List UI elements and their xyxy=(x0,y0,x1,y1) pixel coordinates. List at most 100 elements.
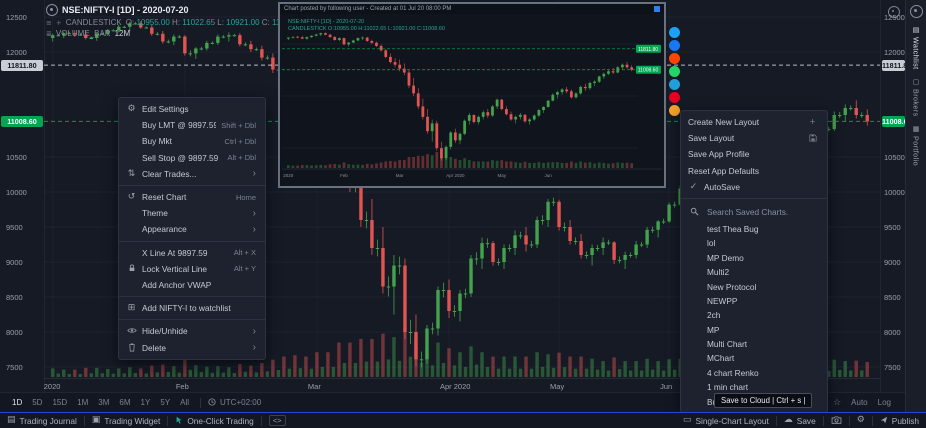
range-button-15d[interactable]: 15D xyxy=(52,398,68,407)
trading-journal-button[interactable]: ▤ Trading Journal xyxy=(0,413,84,428)
last-price-badge: 11008.60 xyxy=(1,115,43,127)
saved-chart-mchart[interactable]: MChart xyxy=(707,353,735,364)
bottom-toolbar: ▤ Trading Journal ▣ Trading Widget One-Click… xyxy=(0,412,926,428)
sidebar-search-icon[interactable] xyxy=(909,5,923,18)
menu-item-buy-lmt-9897-59[interactable]: Buy LMT @ 9897.59 Shift + Dbl xyxy=(119,117,265,133)
menu-item-edit-settings[interactable]: ⚙ Edit Settings xyxy=(119,101,265,117)
range-button-5y[interactable]: 5Y xyxy=(160,398,171,407)
svg-text:Jun: Jun xyxy=(545,173,553,178)
saved-chart-lol[interactable]: lol xyxy=(707,238,716,249)
volume-legend-row[interactable]: ≣ VOLUME_BAR 12M xyxy=(46,29,305,38)
share-reddit-icon[interactable] xyxy=(669,53,680,64)
share-facebook-icon[interactable] xyxy=(669,40,680,51)
menu-item-x-line-at-9897-59[interactable]: X Line At 9897.59 Alt + X xyxy=(119,245,265,261)
lock-icon xyxy=(126,264,137,274)
menu-item-add-nifty-i-to-watchlist[interactable]: ⊞ Add NIFTY-I to watchlist xyxy=(119,300,265,316)
share-telegram-icon[interactable] xyxy=(669,79,680,90)
saved-charts-search-row[interactable] xyxy=(681,202,827,222)
menu-item-appearance[interactable]: Appearance › xyxy=(119,221,265,237)
price-label: 8500 xyxy=(6,292,23,302)
share-twitter-icon[interactable] xyxy=(669,27,680,38)
saved-chart-mp-demo[interactable]: MP Demo xyxy=(707,252,744,263)
divider xyxy=(167,415,169,426)
price-label: 10500 xyxy=(6,152,27,162)
menu-item-label: Appearance xyxy=(142,224,187,235)
menu-item-delete[interactable]: Delete › xyxy=(119,339,265,355)
saved-chart-newpp[interactable]: NEWPP xyxy=(707,295,738,306)
auto-scale-toggle[interactable]: Auto xyxy=(851,398,868,407)
camera-icon xyxy=(831,416,842,426)
check-icon: ✓ xyxy=(689,181,698,192)
alert-icon[interactable] xyxy=(888,6,900,18)
range-button-1y[interactable]: 1Y xyxy=(140,398,151,407)
side-tab-watchlist[interactable]: ▤ Watchlist xyxy=(912,26,921,70)
saved-chart-test-thea-bug[interactable]: test Thea Bug xyxy=(707,223,759,234)
range-button-5d[interactable]: 5D xyxy=(32,398,43,407)
saved-chart-new-protocol[interactable]: New Protocol xyxy=(707,281,757,292)
symbol-legend-row[interactable]: NSE:NIFTY-I [1D] - 2020-07-20 xyxy=(46,4,305,16)
side-tab-brokers[interactable]: ▢ Brokers xyxy=(912,78,921,117)
share-pinterest-icon[interactable] xyxy=(669,92,680,103)
range-button-1m[interactable]: 1M xyxy=(77,398,89,407)
price-scale-right[interactable]: 12500 12000 10500 10000 9500 9000 8500 8000 7500… xyxy=(880,0,912,392)
share-email-icon[interactable] xyxy=(669,105,680,116)
menu-item-reset-app-defaults[interactable]: Reset App Defaults xyxy=(681,163,827,179)
share-whatsapp-icon[interactable] xyxy=(669,66,680,77)
menu-item-add-anchor-vwap[interactable]: Add Anchor VWAP xyxy=(119,277,265,293)
timezone-control[interactable]: UTC+02:00 xyxy=(208,398,261,408)
saved-chart-1-min-chart[interactable]: 1 min chart xyxy=(707,382,749,393)
saved-chart-multi-chart[interactable]: Multi Chart xyxy=(707,339,748,350)
single-chart-layout-button[interactable]: ▭ Single-Chart Layout xyxy=(676,413,776,428)
favorite-star-icon[interactable]: ☆ xyxy=(833,397,842,408)
menu-item-buy-mkt[interactable]: Buy Mkt Ctrl + Dbl xyxy=(119,133,265,149)
range-button-1d[interactable]: 1D xyxy=(12,398,23,407)
side-tab-portfolio[interactable]: ▦ Portfolio xyxy=(912,125,921,166)
menu-item-sell-stop-9897-59[interactable]: Sell Stop @ 9897.59 Alt + Dbl xyxy=(119,150,265,166)
menu-item-theme[interactable]: Theme › xyxy=(119,205,265,221)
save-button[interactable]: ☁ Save xyxy=(777,413,823,428)
menu-item-autosave[interactable]: ✓ AutoSave xyxy=(681,179,827,195)
price-scale-left[interactable]: 12500 12000 10500 10000 9500 9000 8500 8000 7500… xyxy=(0,0,45,392)
price-label: 7500 xyxy=(6,362,23,372)
one-click-trading-button[interactable]: One-Click Trading xyxy=(168,413,260,428)
range-button-3m[interactable]: 3M xyxy=(98,398,110,407)
time-axis[interactable]: 2020 Feb Mar Apr 2020 May Jun xyxy=(44,378,880,393)
trading-widget-button[interactable]: ▣ Trading Widget xyxy=(85,413,167,428)
screenshot-button[interactable] xyxy=(824,413,849,428)
search-saved-charts-input[interactable] xyxy=(705,205,819,218)
menu-item-reset-chart[interactable]: ↺ Reset Chart Home xyxy=(119,189,265,205)
log-scale-toggle[interactable]: Log xyxy=(877,398,891,407)
series-name: CANDLESTICK xyxy=(65,18,122,27)
popup-control-icon[interactable] xyxy=(654,6,660,12)
saved-chart-2ch[interactable]: 2ch xyxy=(707,310,721,321)
ohlc-key: L: xyxy=(215,18,227,27)
saved-chart-multi2[interactable]: Multi2 xyxy=(707,267,730,278)
box-icon: ▢ xyxy=(912,77,920,87)
chart-context-menu: ⚙ Edit Settings Buy LMT @ 9897.59 Shift + D… xyxy=(118,97,266,360)
price-label: 10500 xyxy=(884,152,905,162)
save-tooltip: Save to Cloud | Ctrl + s | xyxy=(714,393,813,408)
menu-item-create-new-layout[interactable]: Create New Layout + xyxy=(681,114,827,130)
level-price-badge: 11811.80 xyxy=(1,59,43,71)
menu-item-save-layout[interactable]: Save Layout xyxy=(681,130,827,146)
range-button-6m[interactable]: 6M xyxy=(119,398,131,407)
sliders-icon: ⇅ xyxy=(127,168,136,179)
cloud-icon: ☁ xyxy=(783,415,793,425)
publish-button[interactable]: Publish xyxy=(873,413,926,428)
saved-chart-mp[interactable]: MP xyxy=(707,324,720,335)
series-legend-row[interactable]: ≡ + CANDLESTICK O: 10955.00 H: 11022.65 … xyxy=(46,18,305,27)
watchlist-add-icon: ⊞ xyxy=(127,303,136,314)
code-button[interactable]: <> xyxy=(262,413,293,428)
menu-item-shortcut: Alt + X xyxy=(233,248,256,258)
menu-item-hide-unhide[interactable]: Hide/Unhide › xyxy=(119,323,265,339)
shared-chart-popup[interactable]: Chart posted by following user - Created… xyxy=(278,2,666,188)
menu-item-save-app-profile[interactable]: Save App Profile xyxy=(681,146,827,162)
menu-item-lock-vertical-line[interactable]: Lock Vertical Line Alt + Y xyxy=(119,261,265,277)
saved-chart-4-chart-renko[interactable]: 4 chart Renko xyxy=(707,367,759,378)
menu-item-label: Hide/Unhide xyxy=(142,326,188,337)
volume-name: VOLUME_BAR xyxy=(55,29,111,38)
range-button-all[interactable]: All xyxy=(180,398,190,407)
settings-button[interactable]: ⚙ xyxy=(850,413,872,428)
divider xyxy=(822,415,824,426)
menu-item-clear-trades[interactable]: ⇅ Clear Trades... › xyxy=(119,166,265,182)
